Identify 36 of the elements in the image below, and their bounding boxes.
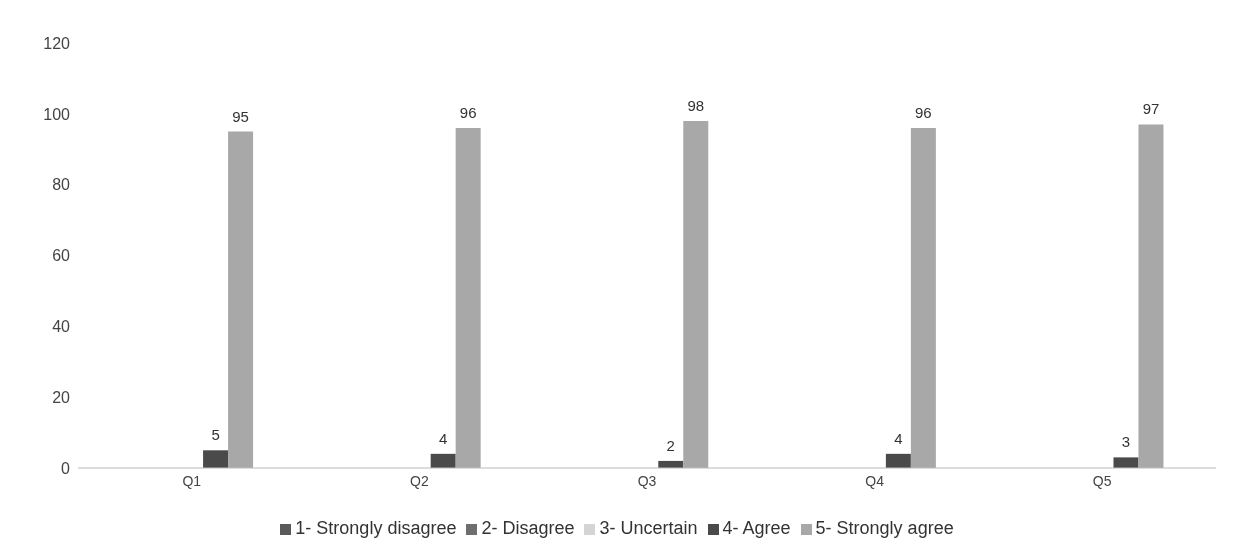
y-tick-label: 120	[43, 34, 71, 52]
bar	[203, 450, 229, 468]
x-tick-label: Q1	[182, 472, 202, 489]
x-tick-label: Q2	[410, 472, 429, 489]
legend-label: 4- Agree	[722, 518, 791, 538]
data-label: 4	[894, 429, 903, 447]
x-tick-label: Q4	[865, 472, 885, 489]
y-tick-label: 20	[52, 388, 71, 406]
y-tick-label: 40	[52, 318, 71, 336]
x-tick-label: Q3	[637, 472, 657, 489]
legend-label: 1- Strongly disagree	[295, 518, 457, 538]
y-tick-label: 80	[52, 176, 71, 194]
x-tick-label: Q5	[1092, 472, 1112, 489]
legend-label: 2- Disagree	[481, 518, 575, 538]
data-label: 98	[687, 96, 705, 114]
y-tick-label: 60	[52, 247, 71, 265]
bar	[910, 128, 936, 468]
bar	[455, 128, 481, 468]
data-label: 95	[232, 107, 249, 125]
data-label: 2	[666, 436, 675, 454]
bar	[430, 453, 456, 468]
y-tick-label: 100	[43, 105, 71, 123]
data-label: 97	[1142, 100, 1160, 118]
bar	[885, 453, 911, 468]
legend-label: 5- Strongly agree	[815, 518, 954, 538]
legend-label: 3- Uncertain	[599, 518, 698, 538]
data-label: 3	[1121, 433, 1131, 451]
bar	[683, 120, 709, 468]
data-label: 96	[915, 104, 932, 121]
data-label: 96	[459, 104, 477, 121]
data-label: 5	[211, 426, 220, 444]
bar	[1138, 124, 1164, 468]
bar	[1113, 457, 1139, 468]
bar	[228, 131, 254, 468]
y-tick-label: 0	[61, 459, 71, 477]
data-label: 4	[439, 429, 448, 447]
